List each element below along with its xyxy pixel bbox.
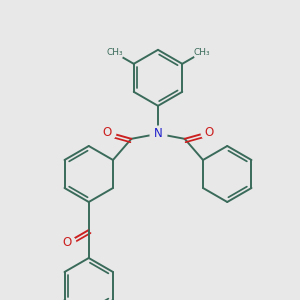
- Text: CH₃: CH₃: [106, 48, 123, 57]
- Text: O: O: [62, 236, 72, 249]
- Text: N: N: [154, 127, 162, 140]
- Text: O: O: [204, 125, 214, 139]
- Text: O: O: [102, 125, 112, 139]
- Text: CH₃: CH₃: [193, 48, 210, 57]
